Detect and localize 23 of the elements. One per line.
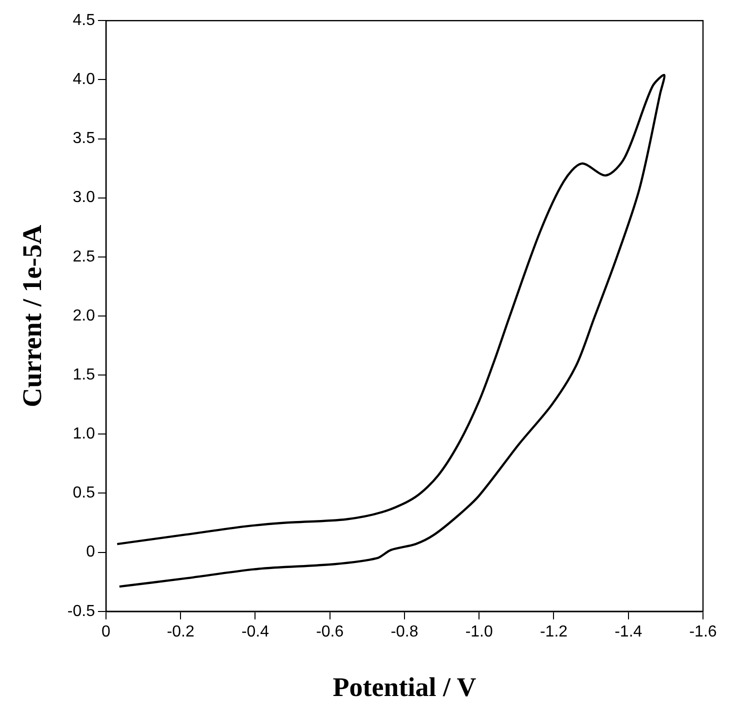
x-tick-label: -0.6 — [316, 623, 344, 640]
x-tick-label: -0.2 — [166, 623, 194, 640]
x-tick-label: -1.0 — [465, 623, 493, 640]
y-tick-label: 0 — [86, 544, 96, 561]
y-tick-label: -0.5 — [67, 602, 96, 620]
y-tick-label: 4.5 — [72, 12, 96, 30]
line-series — [116, 74, 666, 588]
x-tick-label: 0 — [102, 623, 111, 640]
x-tick-label: -1.2 — [540, 623, 568, 640]
y-axis-title: Current / 1e-5A — [17, 224, 48, 408]
x-tick-label: -1.4 — [614, 623, 642, 640]
y-tick-label: 1.0 — [72, 426, 96, 443]
y-tick-label: 3.5 — [72, 130, 96, 148]
y-tick-label: 4.0 — [72, 71, 96, 88]
y-tick-label: 1.5 — [72, 366, 96, 384]
y-tick-label: 3.0 — [72, 189, 96, 206]
y-tick-label: 2.0 — [72, 307, 96, 324]
y-tick-label: 2.5 — [72, 248, 96, 266]
x-tick-label: -0.8 — [390, 623, 418, 640]
y-tick-label: 0.5 — [72, 484, 96, 502]
x-tick-label: -1.6 — [689, 623, 717, 640]
x-axis-title: Potential / V — [332, 672, 477, 702]
x-tick-label: -0.4 — [241, 623, 270, 640]
